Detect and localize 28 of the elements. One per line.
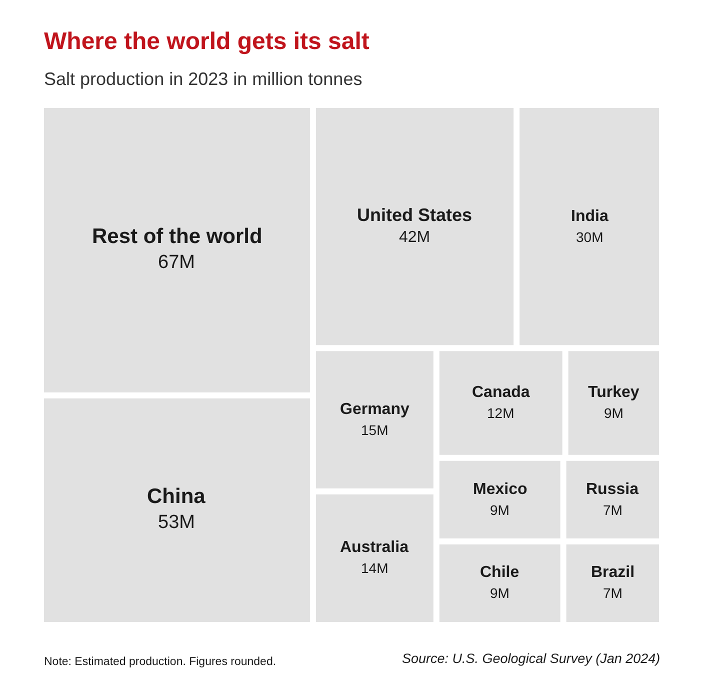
data-label: 30M bbox=[576, 229, 604, 245]
category-label: Rest of the world bbox=[92, 225, 262, 248]
category-label: Turkey bbox=[588, 384, 640, 401]
category-label: Canada bbox=[472, 384, 530, 401]
category-label: United States bbox=[357, 205, 472, 225]
data-label: 15M bbox=[361, 422, 388, 438]
data-label: 12M bbox=[487, 405, 514, 421]
category-label: Australia bbox=[340, 539, 409, 556]
category-label: Brazil bbox=[591, 564, 635, 581]
data-label: 7M bbox=[603, 585, 622, 601]
data-label: 42M bbox=[399, 229, 430, 246]
text: Where the world gets its salt bbox=[44, 28, 370, 55]
data-label: 14M bbox=[361, 560, 388, 576]
text: Note: Estimated production. Figures rounded. bbox=[44, 656, 276, 668]
data-label: 9M bbox=[490, 502, 510, 518]
category-label: China bbox=[147, 485, 206, 508]
data-label: 9M bbox=[604, 405, 624, 421]
category-label: Chile bbox=[480, 564, 520, 581]
category-label: Mexico bbox=[473, 481, 528, 498]
data-label: 9M bbox=[490, 585, 510, 601]
source-note: Source: U.S. Geological Survey (Jan 2024) bbox=[402, 651, 660, 666]
data-label: 53M bbox=[158, 512, 195, 533]
category-label: Russia bbox=[586, 481, 639, 498]
category-label: India bbox=[571, 208, 608, 225]
category-label: Germany bbox=[340, 401, 410, 418]
text: Salt production in 2023 in million tonnes bbox=[44, 69, 362, 89]
data-label: 7M bbox=[603, 502, 622, 518]
data-label: 67M bbox=[158, 252, 195, 273]
